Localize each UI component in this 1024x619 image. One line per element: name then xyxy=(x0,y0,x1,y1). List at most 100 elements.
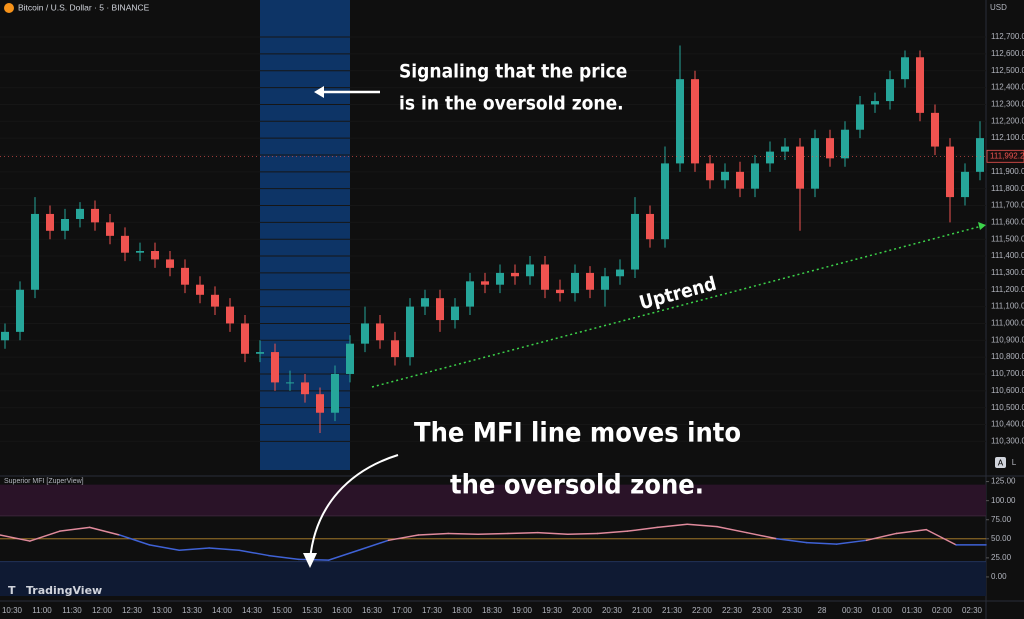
x-tick-label: 13:30 xyxy=(182,606,203,615)
mfi-line xyxy=(805,541,838,545)
mfi-line xyxy=(537,531,569,535)
curved-arrow xyxy=(309,454,399,561)
candle-body xyxy=(751,163,759,189)
mfi-line xyxy=(716,525,748,534)
y-tick-label: 111,800.00 xyxy=(991,184,1024,193)
candle-body xyxy=(946,146,954,198)
candle-body xyxy=(781,146,789,152)
x-tick-label: 16:00 xyxy=(332,606,353,615)
candle-body xyxy=(916,57,924,113)
y-tick-label: 111,900.00 xyxy=(991,167,1024,176)
candle-body xyxy=(451,306,459,321)
y-tick-label: 110,600.00 xyxy=(991,386,1024,395)
candle-body xyxy=(676,79,684,164)
y-tick-label: 100.00 xyxy=(991,496,1016,505)
candle-body xyxy=(16,289,24,332)
x-tick-label: 10:30 xyxy=(2,606,23,615)
y-tick-label: 110,300.00 xyxy=(991,436,1024,445)
candle-body xyxy=(886,79,894,102)
y-tick-label: 112,400.00 xyxy=(991,83,1024,92)
y-tick-label: 111,000.00 xyxy=(991,319,1024,328)
candle-body xyxy=(316,394,324,413)
last-price-box xyxy=(986,149,1024,163)
mfi-line xyxy=(776,538,808,544)
candle-body xyxy=(211,294,219,307)
candle-body xyxy=(616,269,624,277)
mfi-line xyxy=(59,526,91,532)
y-tick-label: 110,500.00 xyxy=(991,403,1024,412)
candle-body xyxy=(136,251,144,253)
mfi-line xyxy=(268,554,300,561)
candle-body xyxy=(301,382,309,395)
x-tick-label: 19:00 xyxy=(512,606,533,615)
candle-body xyxy=(796,146,804,189)
y-tick-label: 111,200.00 xyxy=(991,285,1024,294)
y-tick-label: 112,300.00 xyxy=(991,100,1024,109)
oversold-zone xyxy=(0,561,986,596)
x-tick-label: 02:30 xyxy=(962,606,983,615)
price-note: is in the oversold zone. xyxy=(399,93,624,115)
candle-body xyxy=(106,222,114,236)
candle-body xyxy=(391,340,399,358)
x-tick-label: 18:00 xyxy=(452,606,473,615)
candle-body xyxy=(496,272,504,285)
indicator-name: Superior MFI [ZuperView] xyxy=(4,478,84,485)
y-tick-label: 125.00 xyxy=(991,477,1016,486)
auto-label[interactable]: A xyxy=(998,459,1004,468)
mfi-line xyxy=(178,547,210,551)
candle-body xyxy=(721,171,729,181)
currency: USD xyxy=(990,3,1007,12)
candle-body xyxy=(1,331,9,341)
candle-body xyxy=(331,373,339,413)
candle-body xyxy=(241,323,249,354)
arrow-head xyxy=(303,553,317,568)
mfi-note: The MFI line moves into xyxy=(414,418,741,449)
candle-body xyxy=(826,138,834,159)
mfi-line xyxy=(387,534,420,542)
candle-body xyxy=(271,352,279,383)
x-tick-label: 14:30 xyxy=(242,606,263,615)
candle-body xyxy=(976,138,984,172)
candle-body xyxy=(226,306,234,324)
x-tick-label: 20:30 xyxy=(602,606,623,615)
y-tick-label: 111,100.00 xyxy=(991,302,1024,311)
mfi-line xyxy=(895,528,927,535)
y-tick-label: 111,600.00 xyxy=(991,217,1024,226)
candle-body xyxy=(811,138,819,189)
mfi-line xyxy=(238,549,270,557)
mfi-note: the oversold zone. xyxy=(450,470,704,501)
mfi-line xyxy=(118,534,151,546)
x-tick-label: 12:30 xyxy=(122,606,143,615)
mfi-line xyxy=(507,531,539,535)
candle-body xyxy=(481,281,489,285)
candle-body xyxy=(346,343,354,374)
x-tick-label: 18:30 xyxy=(482,606,503,615)
log-label[interactable]: L xyxy=(1012,458,1017,467)
candle-body xyxy=(436,298,444,321)
y-tick-label: 110,400.00 xyxy=(991,420,1024,429)
mfi-line xyxy=(357,539,390,551)
candle-body xyxy=(541,264,549,290)
mfi-line xyxy=(746,531,778,540)
mfi-line xyxy=(327,549,360,561)
y-tick-label: 50.00 xyxy=(991,534,1012,543)
y-tick-label: 0.00 xyxy=(991,572,1007,581)
candle-body xyxy=(61,218,69,231)
candle-body xyxy=(766,151,774,164)
x-tick-label: 15:00 xyxy=(272,606,293,615)
candle-body xyxy=(181,267,189,285)
auto-button[interactable] xyxy=(995,457,1006,468)
x-tick-label: 14:00 xyxy=(212,606,233,615)
candle-body xyxy=(691,79,699,164)
x-tick-label: 28 xyxy=(818,606,827,615)
x-tick-label: 19:30 xyxy=(542,606,563,615)
candle-body xyxy=(841,129,849,159)
x-tick-label: 17:30 xyxy=(422,606,443,615)
candle-body xyxy=(256,352,264,354)
candle-body xyxy=(961,171,969,198)
candle-body xyxy=(76,208,84,219)
x-tick-label: 16:30 xyxy=(362,606,383,615)
mfi-line xyxy=(686,523,718,528)
y-tick-label: 112,100.00 xyxy=(991,133,1024,142)
